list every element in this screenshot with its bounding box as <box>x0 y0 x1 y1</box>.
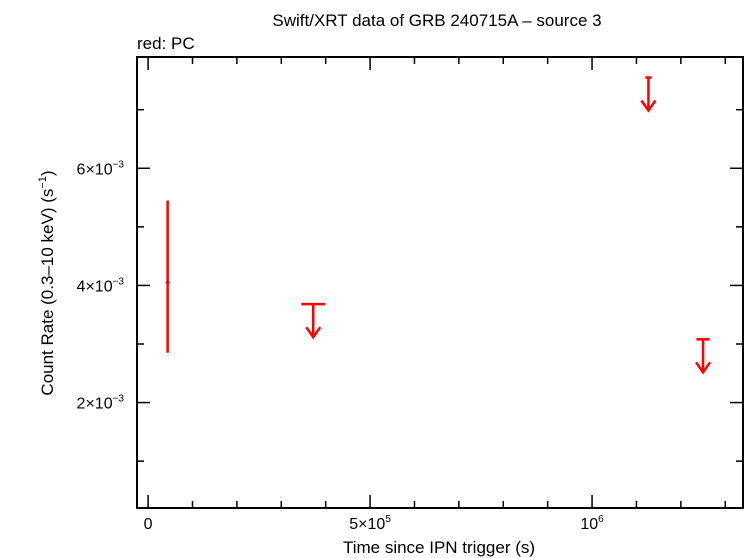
y-axis-label-sup: −1 <box>37 176 49 189</box>
upper-limit-arrowhead <box>695 361 712 375</box>
x-tick-label: 106 <box>580 514 604 533</box>
y-axis-label-tail: ) <box>38 170 57 176</box>
x-tick-labels: 0 5×105 106 <box>144 514 605 533</box>
x-tick-label: 0 <box>144 516 153 533</box>
plot-frame <box>136 56 744 509</box>
chart-subtitle: red: PC <box>137 34 195 53</box>
axis-ticks <box>137 57 743 508</box>
y-axis-label-main: Count Rate (0.3–10 keV) (s <box>38 189 57 396</box>
chart-title: Swift/XRT data of GRB 240715A – source 3 <box>272 11 601 30</box>
y-tick-labels: 2×10−3 4×10−3 6×10−3 <box>77 159 125 412</box>
x-tick-label: 5×105 <box>349 514 391 533</box>
x-axis-label: Time since IPN trigger (s) <box>343 538 535 557</box>
upper-limit-arrowhead <box>640 99 657 113</box>
y-tick-label: 6×10−3 <box>77 159 125 178</box>
y-axis-label: Count Rate (0.3–10 keV) (s−1) <box>37 170 57 395</box>
upper-limit-arrowhead <box>305 326 322 340</box>
data-points <box>165 76 712 375</box>
y-tick-label: 2×10−3 <box>77 394 125 413</box>
y-tick-label: 4×10−3 <box>77 276 125 295</box>
